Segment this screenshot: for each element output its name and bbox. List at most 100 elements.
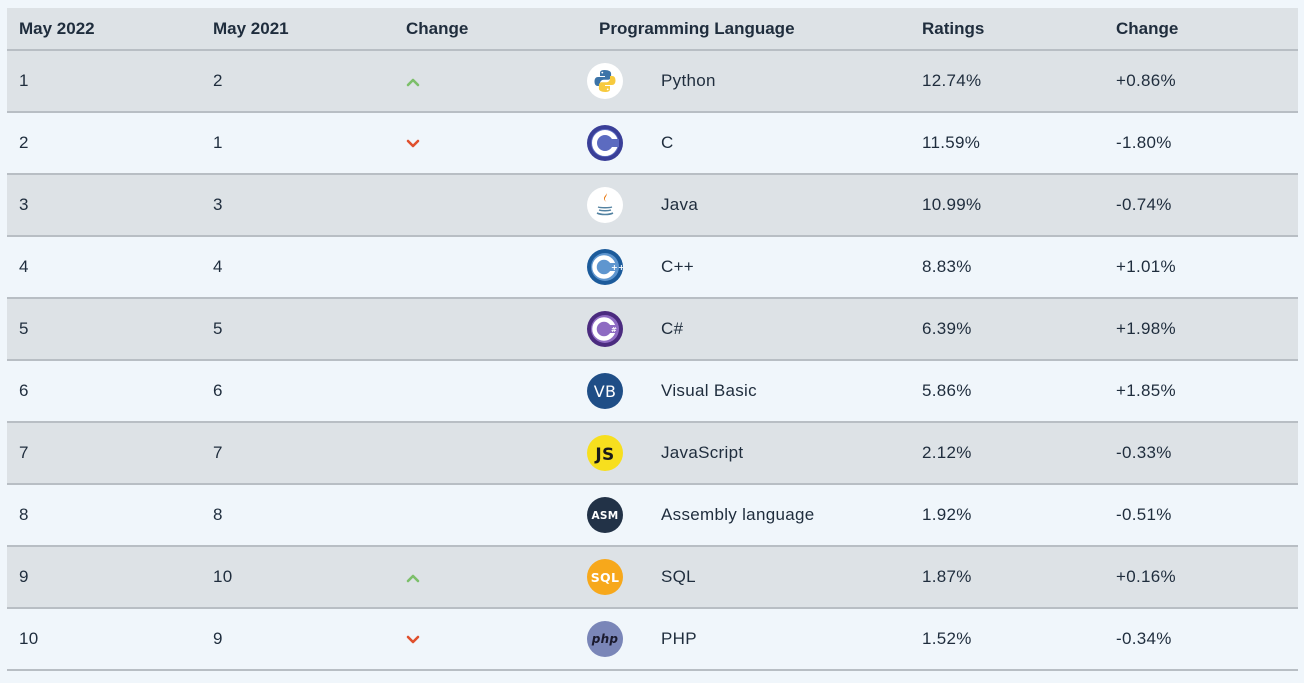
csharp-logo-icon: # bbox=[587, 311, 623, 347]
svg-text:VB: VB bbox=[594, 382, 617, 401]
svg-text:ASM: ASM bbox=[591, 510, 618, 522]
rank-2022: 8 bbox=[7, 484, 201, 546]
header-ratings[interactable]: Ratings bbox=[910, 8, 1104, 50]
language-name: C++ bbox=[661, 257, 694, 277]
table-row: 6 6 VB Visual Basic 5.86% +1.85% bbox=[7, 360, 1298, 422]
rank-2022: 3 bbox=[7, 174, 201, 236]
svg-text:php: php bbox=[591, 632, 619, 646]
rating-change: -0.51% bbox=[1104, 484, 1298, 546]
rating: 1.52% bbox=[910, 608, 1104, 670]
rank-2021: 8 bbox=[201, 484, 394, 546]
table-row: 2 1 C 11.59% -1.80% bbox=[7, 112, 1298, 174]
rank-2022: 10 bbox=[7, 608, 201, 670]
arrow-up-icon bbox=[406, 77, 420, 87]
rating-change: -0.74% bbox=[1104, 174, 1298, 236]
header-programming-language[interactable]: Programming Language bbox=[587, 8, 910, 50]
rank-change bbox=[394, 174, 587, 236]
rating: 1.87% bbox=[910, 546, 1104, 608]
svg-text:#: # bbox=[611, 326, 617, 334]
table-row: 8 8 ASM Assembly language 1.92% -0.51% bbox=[7, 484, 1298, 546]
rating-change: -1.80% bbox=[1104, 112, 1298, 174]
svg-text:SQL: SQL bbox=[591, 570, 620, 585]
rank-2021: 5 bbox=[201, 298, 394, 360]
rank-2021: 4 bbox=[201, 236, 394, 298]
language-name: PHP bbox=[661, 629, 697, 649]
language-name: Assembly language bbox=[661, 505, 814, 525]
js-logo-icon: JS bbox=[587, 435, 623, 471]
rank-2022: 2 bbox=[7, 112, 201, 174]
cpp-logo-icon: ++ bbox=[587, 249, 623, 285]
rank-2021: 3 bbox=[201, 174, 394, 236]
rank-change bbox=[394, 422, 587, 484]
rank-2021: 10 bbox=[201, 546, 394, 608]
rank-2022: 1 bbox=[7, 50, 201, 112]
rank-2021: 6 bbox=[201, 360, 394, 422]
rank-change bbox=[394, 546, 587, 608]
rank-change bbox=[394, 360, 587, 422]
rating-change: -0.34% bbox=[1104, 608, 1298, 670]
rank-change bbox=[394, 236, 587, 298]
c-logo-icon bbox=[587, 125, 623, 161]
table-row: 3 3 Java 10.99% -0.74% bbox=[7, 174, 1298, 236]
table-header-row: May 2022 May 2021 Change Programming Lan… bbox=[7, 8, 1298, 50]
language-cell: php PHP bbox=[587, 608, 910, 670]
rating: 8.83% bbox=[910, 236, 1104, 298]
rank-2022: 7 bbox=[7, 422, 201, 484]
language-cell: # C# bbox=[587, 298, 910, 360]
svg-text:++: ++ bbox=[611, 263, 623, 272]
rating: 6.39% bbox=[910, 298, 1104, 360]
rank-change bbox=[394, 298, 587, 360]
rank-2022: 4 bbox=[7, 236, 201, 298]
rank-change bbox=[394, 608, 587, 670]
language-cell: Python bbox=[587, 50, 910, 112]
language-name: JavaScript bbox=[661, 443, 743, 463]
table-row: 4 4 ++ C++ 8.83% +1.01% bbox=[7, 236, 1298, 298]
rank-2021: 2 bbox=[201, 50, 394, 112]
arrow-down-icon bbox=[406, 635, 420, 645]
language-cell: VB Visual Basic bbox=[587, 360, 910, 422]
rating-change: +0.86% bbox=[1104, 50, 1298, 112]
rank-2021: 1 bbox=[201, 112, 394, 174]
language-cell: JS JavaScript bbox=[587, 422, 910, 484]
language-name: Java bbox=[661, 195, 698, 215]
header-may-2021[interactable]: May 2021 bbox=[201, 8, 394, 50]
table-row: 9 10 SQL SQL 1.87% +0.16% bbox=[7, 546, 1298, 608]
sql-logo-icon: SQL bbox=[587, 559, 623, 595]
rating: 5.86% bbox=[910, 360, 1104, 422]
rating: 11.59% bbox=[910, 112, 1104, 174]
language-cell: ++ C++ bbox=[587, 236, 910, 298]
java-logo-icon bbox=[587, 187, 623, 223]
php-logo-icon: php bbox=[587, 621, 623, 657]
rank-change bbox=[394, 50, 587, 112]
rating-change: +1.98% bbox=[1104, 298, 1298, 360]
language-cell: Java bbox=[587, 174, 910, 236]
header-change-rank[interactable]: Change bbox=[394, 8, 587, 50]
arrow-down-icon bbox=[406, 139, 420, 149]
rating-change: +0.16% bbox=[1104, 546, 1298, 608]
rating-change: +1.01% bbox=[1104, 236, 1298, 298]
table-row: 10 9 php PHP 1.52% -0.34% bbox=[7, 608, 1298, 670]
rating-change: -0.33% bbox=[1104, 422, 1298, 484]
rank-change bbox=[394, 484, 587, 546]
python-logo-icon bbox=[587, 63, 623, 99]
language-name: C# bbox=[661, 319, 683, 339]
language-cell: SQL SQL bbox=[587, 546, 910, 608]
language-name: SQL bbox=[661, 567, 696, 587]
language-cell: ASM Assembly language bbox=[587, 484, 910, 546]
arrow-up-icon bbox=[406, 573, 420, 583]
vb-logo-icon: VB bbox=[587, 373, 623, 409]
header-change-rating[interactable]: Change bbox=[1104, 8, 1298, 50]
language-cell: C bbox=[587, 112, 910, 174]
rank-2021: 9 bbox=[201, 608, 394, 670]
tiobe-index-table-container: May 2022 May 2021 Change Programming Lan… bbox=[7, 8, 1298, 671]
rating: 10.99% bbox=[910, 174, 1104, 236]
rating: 1.92% bbox=[910, 484, 1104, 546]
rating: 12.74% bbox=[910, 50, 1104, 112]
header-may-2022[interactable]: May 2022 bbox=[7, 8, 201, 50]
table-row: 5 5 # C# 6.39% +1.98% bbox=[7, 298, 1298, 360]
table-row: 1 2 Python 12.74% +0.86% bbox=[7, 50, 1298, 112]
table-row: 7 7 JS JavaScript 2.12% -0.33% bbox=[7, 422, 1298, 484]
language-name: Visual Basic bbox=[661, 381, 757, 401]
rank-change bbox=[394, 112, 587, 174]
svg-text:JS: JS bbox=[594, 445, 614, 465]
